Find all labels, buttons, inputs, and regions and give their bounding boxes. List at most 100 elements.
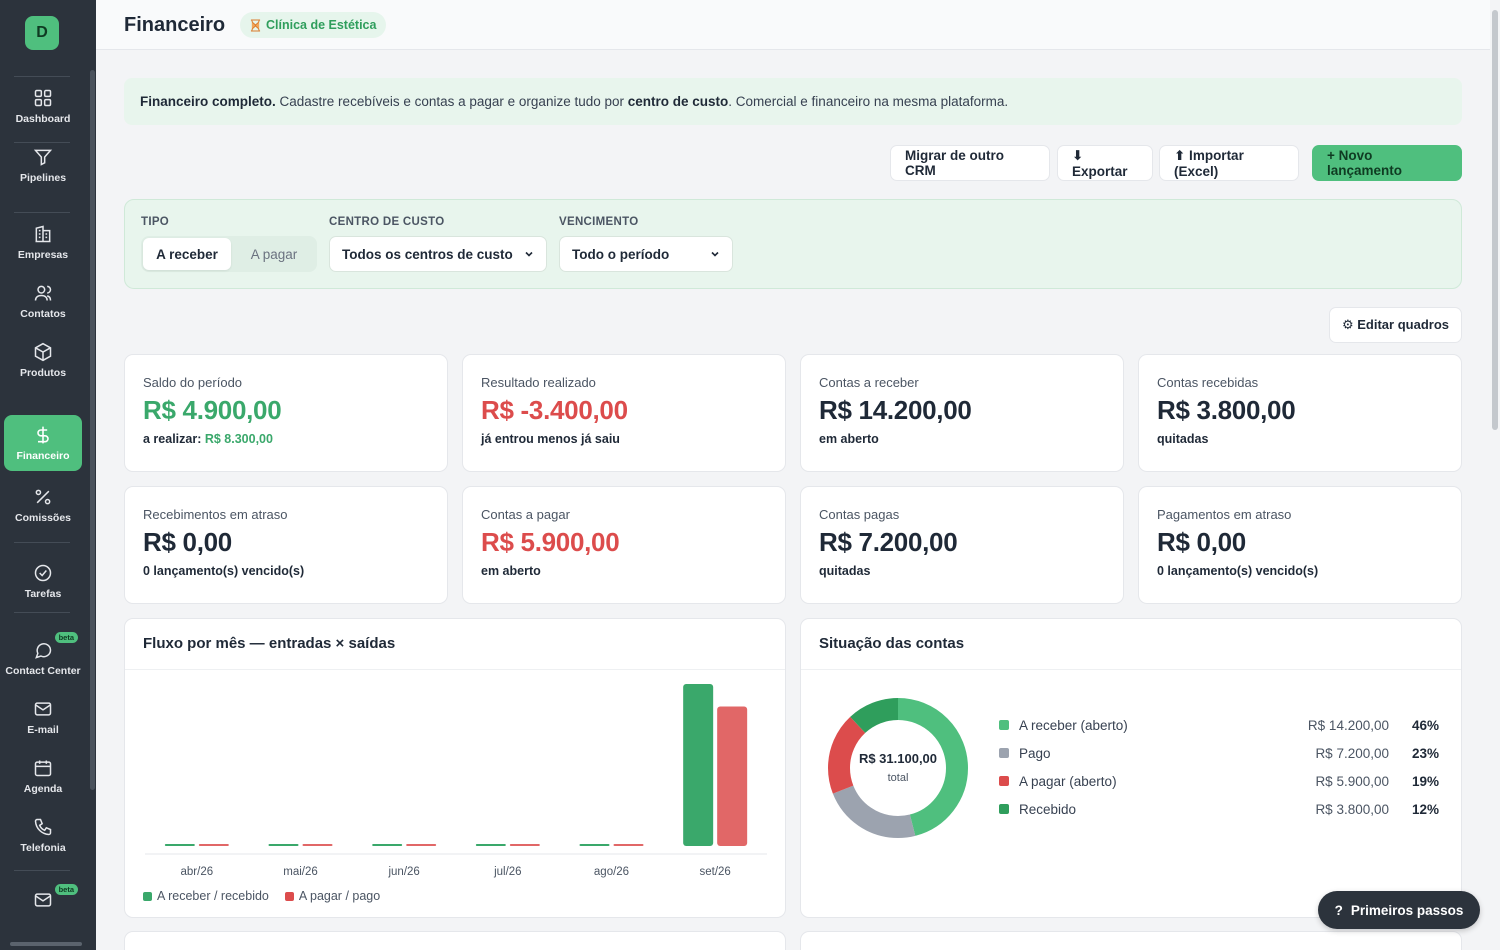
sidebar-horizontal-scrollbar[interactable] [10, 942, 82, 946]
sidebar-divider [14, 612, 70, 613]
monthly-flow-bar-chart: abr/26 mai/26 jun/26 jul/26 ago/26 set/26 [145, 684, 767, 878]
bar-receivable[interactable] [268, 844, 299, 846]
bar-payable[interactable] [302, 844, 333, 846]
kpi-card: Contas recebidas R$ 3.800,00 quitadas [1138, 354, 1462, 472]
kpi-value: R$ 0,00 [1157, 527, 1246, 557]
kpi-card: Contas pagas R$ 7.200,00 quitadas [800, 486, 1124, 604]
kpi-value: R$ 0,00 [143, 527, 232, 557]
legend-amount: R$ 14.200,00 [1307, 717, 1389, 733]
legend-label: Pago [1019, 745, 1051, 761]
users-icon [34, 285, 52, 301]
due-period-select[interactable]: Todo o período [559, 236, 733, 272]
kpi-title: Resultado realizado [481, 375, 596, 390]
donut-slice-1[interactable] [828, 698, 968, 838]
first-steps-button[interactable]: ? Primeiros passos [1318, 891, 1480, 929]
sidebar-item-pipelines[interactable]: Pipelines [4, 137, 82, 193]
sidebar-item-tarefas[interactable]: Tarefas [4, 553, 82, 609]
info-banner: Financeiro completo. Cadastre recebíveis… [124, 78, 1462, 125]
help-icon: ? [1334, 902, 1343, 918]
kpi-subtitle: já entrou menos já saiu [481, 432, 620, 446]
clinic-badge[interactable]: Clínica de Estética [240, 12, 387, 38]
donut-legend-row: Pago R$ 7.200,00 23% [999, 743, 1439, 763]
bar-receivable[interactable] [372, 844, 403, 846]
legend-swatch [143, 891, 152, 901]
panel-title: Situação das contas [819, 635, 965, 652]
panel-partial [800, 931, 1462, 950]
bar-receivable[interactable] [475, 844, 506, 846]
legend-label: A receber (aberto) [1019, 717, 1128, 733]
sidebar-item-email-marketing[interactable]: beta [4, 882, 82, 926]
legend-percent: 46% [1411, 717, 1439, 733]
app-logo[interactable]: D [25, 16, 59, 50]
sidebar-item-label: Contact Center [5, 664, 81, 677]
calendar-icon [34, 760, 52, 776]
sidebar-item-label: Tarefas [24, 587, 62, 600]
edit-boards-button[interactable]: ⚙ Editar quadros [1328, 307, 1462, 343]
kpi-value: R$ 3.800,00 [1157, 395, 1296, 425]
sidebar-item-comissoes[interactable]: Comissões [4, 477, 82, 533]
bar-receivable[interactable] [683, 684, 714, 846]
bar-receivable[interactable] [579, 844, 610, 846]
kpi-value: R$ 14.200,00 [819, 395, 972, 425]
sidebar-item-email[interactable]: E-mail [4, 689, 82, 745]
kpi-card: Resultado realizado R$ -3.400,00 já entr… [462, 354, 786, 472]
main-content: Financeiro completo. Cadastre recebíveis… [96, 51, 1490, 950]
migrate-crm-button[interactable]: Migrar de outro CRM [890, 145, 1050, 181]
donut-slice-3[interactable] [828, 698, 968, 838]
bar-payable[interactable] [509, 844, 540, 846]
bar-payable[interactable] [198, 844, 229, 846]
filter-type-label: TIPO [141, 216, 170, 228]
donut-center-value: R$ 31.100,00 [858, 751, 938, 766]
kpi-title: Contas a pagar [481, 507, 570, 522]
sidebar-item-produtos[interactable]: Produtos [4, 332, 82, 388]
import-excel-button[interactable]: ⬆ Importar (Excel) [1159, 145, 1299, 181]
kpi-subtitle: 0 lançamento(s) vencido(s) [1157, 564, 1319, 578]
kpi-title: Contas recebidas [1157, 375, 1259, 390]
kpi-title: Recebimentos em atraso [143, 507, 288, 522]
bar-payable[interactable] [406, 844, 437, 846]
kpi-subtitle-highlight: R$ 8.300,00 [204, 432, 273, 446]
panel-divider [801, 669, 1461, 670]
top-header: Financeiro Clínica de Estética [96, 0, 1490, 50]
bar-payable[interactable] [613, 844, 644, 846]
sidebar-divider [14, 142, 70, 143]
dollar-icon [37, 426, 49, 443]
sidebar-item-dashboard[interactable]: Dashboard [4, 78, 82, 134]
kpi-card: Pagamentos em atraso R$ 0,00 0 lançament… [1138, 486, 1462, 604]
sidebar-item-telefonia[interactable]: Telefonia [4, 807, 82, 863]
new-entry-button[interactable]: + Novo lançamento [1312, 145, 1462, 181]
legend-item-payable: A pagar / pago [284, 889, 380, 903]
panel-partial [124, 931, 786, 950]
bar-receivable[interactable] [164, 844, 195, 846]
kpi-title: Saldo do período [143, 375, 243, 390]
hourglass-icon [250, 19, 261, 31]
monthly-flow-panel: Fluxo por mês — entradas × saídas abr/26… [124, 618, 786, 918]
page-scrollbar[interactable] [1490, 0, 1500, 950]
bar-payable[interactable] [717, 706, 748, 847]
type-option-receivable[interactable]: A receber [143, 238, 231, 270]
type-option-payable[interactable]: A pagar [250, 246, 298, 262]
kpi-card: Contas a pagar R$ 5.900,00 em aberto [462, 486, 786, 604]
sidebar-item-contact-center[interactable]: beta Contact Center [4, 630, 82, 686]
sidebar-item-label: Pipelines [19, 171, 67, 184]
export-button[interactable]: ⬇ Exportar [1057, 145, 1153, 181]
donut-slice-2[interactable] [828, 698, 968, 838]
kpi-card: Recebimentos em atraso R$ 0,00 0 lançame… [124, 486, 448, 604]
sidebar-item-empresas[interactable]: Empresas [4, 214, 82, 270]
panel-divider [125, 669, 785, 670]
clinic-badge-label: Clínica de Estética [266, 18, 377, 32]
sidebar-divider [14, 542, 70, 543]
sidebar-item-financeiro[interactable]: Financeiro [4, 415, 82, 471]
cost-center-select[interactable]: Todos os centros de custo [329, 236, 547, 272]
grid-icon [34, 89, 52, 106]
sidebar-item-agenda[interactable]: Agenda [4, 748, 82, 804]
page-scrollbar-thumb[interactable] [1492, 10, 1498, 430]
legend-swatch [999, 720, 1009, 730]
sidebar-divider [14, 76, 70, 77]
legend-swatch [999, 748, 1009, 758]
kpi-card: Contas a receber R$ 14.200,00 em aberto [800, 354, 1124, 472]
sidebar-scrollbar[interactable] [90, 70, 95, 790]
kpi-value: R$ 5.900,00 [481, 527, 620, 557]
sidebar-item-contatos[interactable]: Contatos [4, 273, 82, 329]
legend-label: Recebido [1019, 801, 1077, 817]
